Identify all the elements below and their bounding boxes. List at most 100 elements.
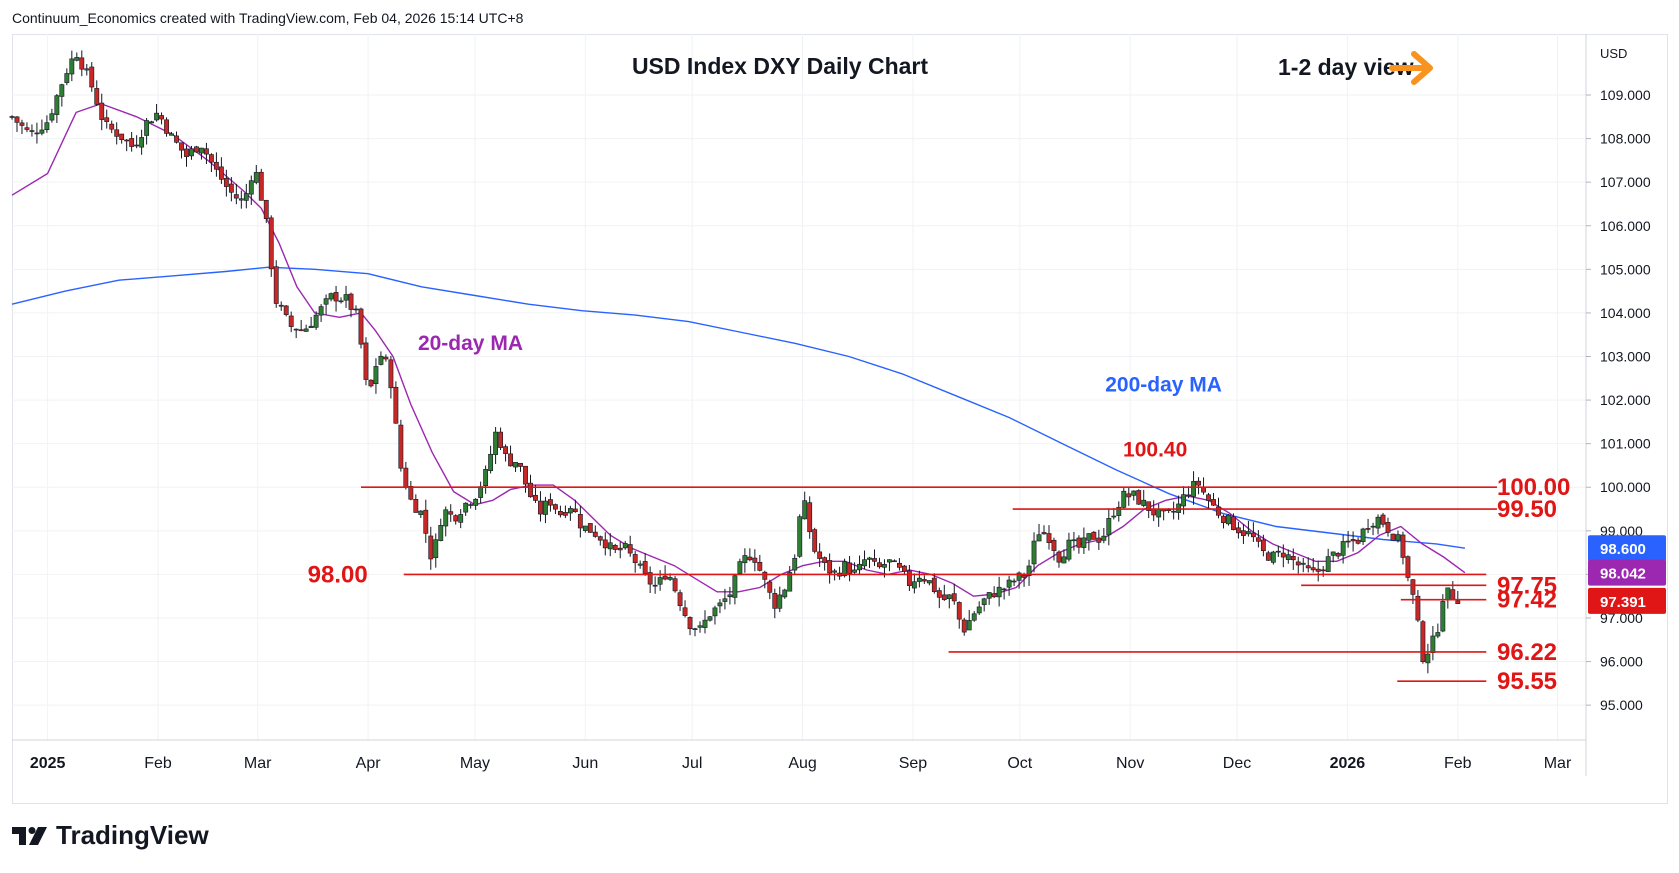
candle-body <box>607 542 613 550</box>
candle-body <box>652 584 658 587</box>
level-label: 97.42 <box>1497 587 1557 614</box>
candle-body <box>433 539 439 558</box>
candle-body <box>39 129 45 134</box>
level-label: 95.55 <box>1497 668 1557 695</box>
candle-body <box>238 198 244 201</box>
candle-body <box>174 135 179 143</box>
chart-annotation: 100.40 <box>1123 439 1187 462</box>
candle-body <box>707 616 713 621</box>
candlestick-chart[interactable]: 95.00096.00097.00098.00099.000100.000101… <box>0 0 1679 810</box>
candle-body <box>1106 518 1112 536</box>
candle-body <box>1315 568 1321 572</box>
candle-body <box>692 628 698 630</box>
candle-body <box>732 575 738 598</box>
candle-body <box>473 498 479 506</box>
grid <box>12 34 1586 740</box>
candle-body <box>722 598 728 602</box>
candle-body <box>1325 556 1331 572</box>
candle-body <box>353 308 359 311</box>
candle-body <box>1360 528 1366 542</box>
candle-body <box>318 306 324 316</box>
candle-body <box>209 154 214 163</box>
candle-body <box>1096 537 1102 543</box>
candle-body <box>1305 565 1311 569</box>
candle-body <box>99 102 105 120</box>
price-axis-label: 106.000 <box>1600 218 1651 234</box>
candle-body <box>901 565 907 572</box>
candle-body <box>1375 516 1381 529</box>
candle-body <box>303 328 309 332</box>
candle-body <box>822 557 828 563</box>
price-axis-label: 105.000 <box>1600 261 1651 277</box>
candle-body <box>892 560 897 563</box>
candle-body <box>453 515 459 522</box>
candle-body <box>1021 575 1027 578</box>
candle-body <box>1191 481 1196 497</box>
price-axis-label: 101.000 <box>1600 436 1651 452</box>
candle-body <box>458 514 464 523</box>
candle-body <box>513 462 518 468</box>
candle-body <box>1051 539 1057 551</box>
candle-body <box>1455 600 1461 604</box>
candle-body <box>916 577 922 582</box>
candle-body <box>44 122 50 131</box>
candle-body <box>24 127 30 130</box>
candle-body <box>1071 539 1077 542</box>
time-axis-label: Jun <box>572 755 598 772</box>
candle-body <box>49 113 55 121</box>
candle-body <box>169 133 174 136</box>
candle-body <box>827 560 833 574</box>
candle-body <box>388 359 394 389</box>
candle-body <box>1006 579 1012 588</box>
candle-body <box>1415 595 1421 621</box>
candle-body <box>368 379 374 387</box>
candle-body <box>438 525 444 541</box>
candle-body <box>1430 635 1436 654</box>
candle-body <box>288 315 294 327</box>
candle-body <box>1370 525 1376 528</box>
candle-body <box>842 561 848 577</box>
candle-body <box>14 116 20 123</box>
candle-body <box>129 138 135 147</box>
tradingview-logo-icon <box>12 826 47 845</box>
level-label: 96.22 <box>1497 639 1557 666</box>
candle-body <box>493 431 499 455</box>
candle-body <box>448 511 454 515</box>
candle-body <box>1275 550 1281 553</box>
price-axis-label: 108.000 <box>1600 131 1651 147</box>
candle-body <box>1385 522 1391 533</box>
candle-body <box>1086 533 1092 541</box>
candle-body <box>184 148 189 157</box>
candle-body <box>567 508 573 514</box>
candle-body <box>1171 510 1177 513</box>
candle-body <box>1440 601 1446 632</box>
candle-body <box>523 465 528 485</box>
tradingview-brand[interactable]: TradingView <box>12 820 209 851</box>
time-axis-label: Jul <box>682 755 702 772</box>
candle-body <box>697 625 703 628</box>
candle-body <box>1226 514 1231 525</box>
candle-body <box>1211 499 1216 506</box>
level-label: 100.00 <box>1497 474 1570 501</box>
candle-body <box>752 557 758 563</box>
candle-body <box>54 95 60 115</box>
candle-body <box>1365 528 1371 530</box>
candle-body <box>867 557 872 560</box>
candle-body <box>847 562 852 574</box>
candle-body <box>956 602 962 620</box>
candle-body <box>343 294 349 301</box>
candle-body <box>19 122 25 126</box>
candle-body <box>1425 653 1431 664</box>
currency-label: USD <box>1600 46 1627 61</box>
candle-body <box>134 144 140 147</box>
candle-body <box>1061 556 1067 564</box>
candle-body <box>802 500 808 520</box>
price-badge-label: 98.042 <box>1600 566 1646 583</box>
ma200-line <box>11 266 1466 549</box>
candle-body <box>602 539 608 549</box>
candle-body <box>468 504 474 506</box>
price-axis-label: 104.000 <box>1600 305 1651 321</box>
candle-body <box>1340 541 1346 556</box>
candle-body <box>1410 579 1416 595</box>
candle-body <box>767 581 773 593</box>
